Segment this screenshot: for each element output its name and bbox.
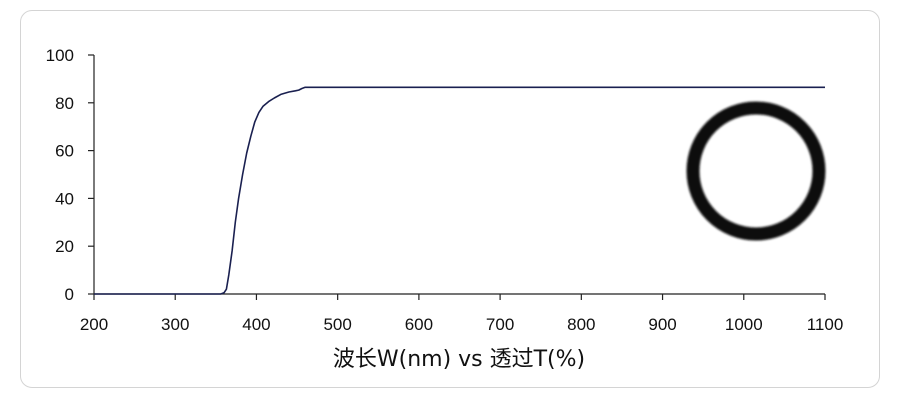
x-tick-label: 700 xyxy=(486,315,514,334)
x-axis-title: 波长W(nm) vs 透过T(%) xyxy=(333,347,585,372)
x-axis-ticks: 200 300 400 500 600 700 800 900 1000 1100 xyxy=(80,294,843,334)
x-tick-label: 400 xyxy=(242,315,270,334)
y-tick-label: 40 xyxy=(55,189,74,208)
x-tick-label: 1000 xyxy=(725,315,763,334)
x-tick-label: 300 xyxy=(161,315,189,334)
x-tick-label: 200 xyxy=(80,315,108,334)
y-tick-label: 20 xyxy=(55,237,74,256)
ring-aperture-image xyxy=(682,100,830,242)
x-tick-label: 500 xyxy=(323,315,351,334)
y-axis-ticks: 0 20 40 60 80 100 xyxy=(46,46,94,304)
x-tick-label: 600 xyxy=(405,315,433,334)
x-tick-label: 900 xyxy=(648,315,676,334)
transmission-series-line xyxy=(94,86,825,295)
y-tick-label: 100 xyxy=(46,46,74,65)
x-tick-label: 800 xyxy=(567,315,595,334)
y-tick-label: 0 xyxy=(65,285,74,304)
y-tick-label: 80 xyxy=(55,94,74,113)
x-tick-label: 1100 xyxy=(807,315,844,334)
y-tick-label: 60 xyxy=(55,142,74,161)
series-layer xyxy=(94,86,825,295)
